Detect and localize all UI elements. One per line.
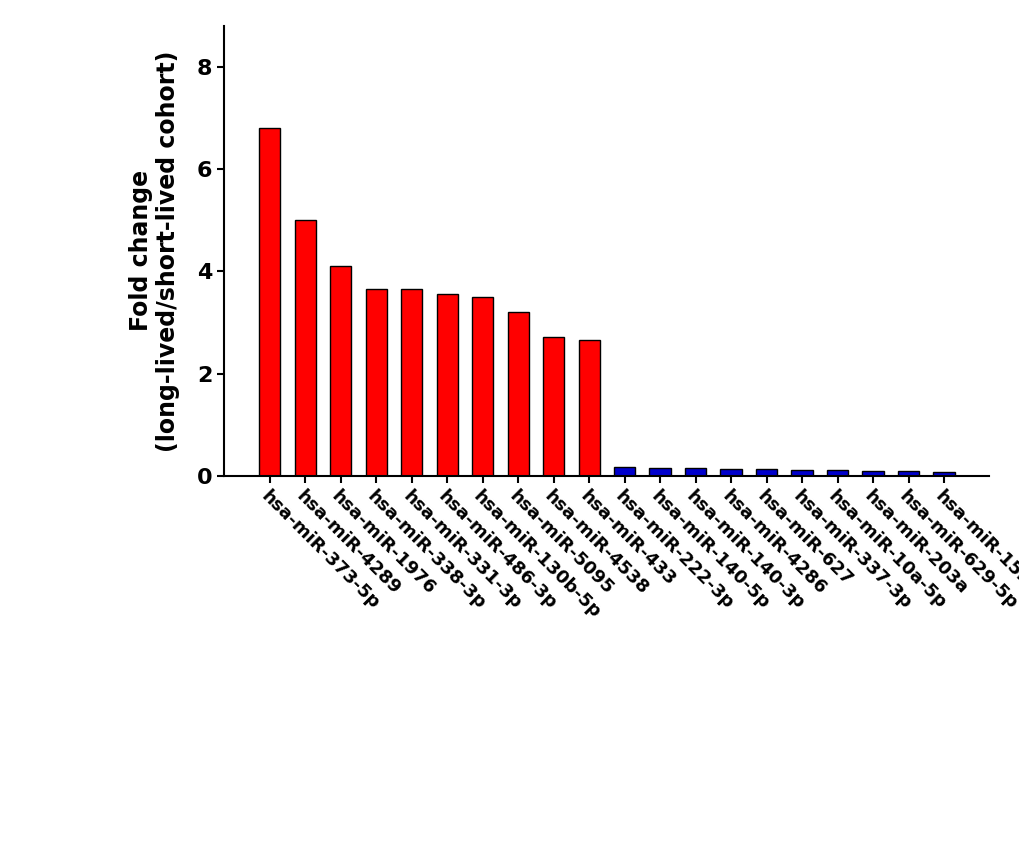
Bar (436, 294, 458, 476)
Bar (330, 266, 352, 476)
Bar (897, 471, 918, 476)
Bar (861, 471, 882, 476)
Y-axis label: Fold change
(long-lived/short-lived cohort): Fold change (long-lived/short-lived coho… (128, 50, 180, 452)
Bar (649, 468, 671, 476)
Bar (507, 312, 528, 476)
Bar (365, 289, 386, 476)
Bar (472, 297, 493, 476)
Bar (542, 336, 564, 476)
Bar (400, 289, 422, 476)
Bar (719, 469, 741, 476)
Bar (755, 469, 776, 476)
Bar (685, 468, 705, 476)
Bar (826, 471, 848, 476)
Bar (259, 128, 280, 476)
Bar (578, 340, 599, 476)
Bar (932, 471, 954, 476)
Bar (791, 470, 812, 476)
Bar (613, 466, 635, 476)
Bar (294, 221, 316, 476)
